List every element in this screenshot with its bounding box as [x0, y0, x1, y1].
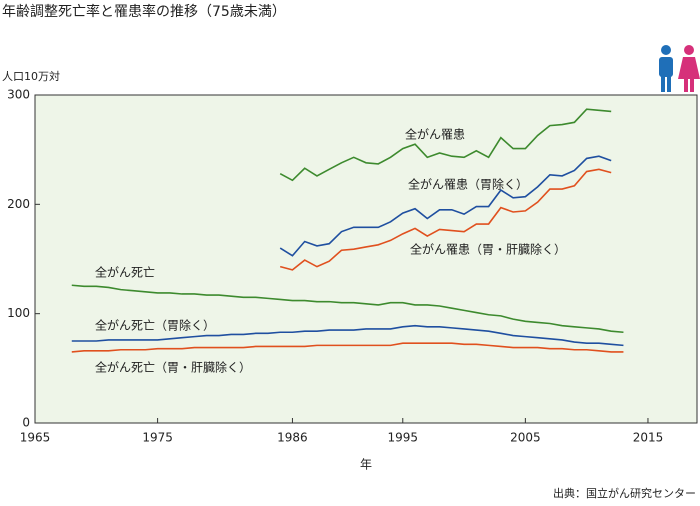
y-tick-label: 300: [7, 88, 30, 102]
series-label: 全がん死亡（胃・肝臓除く）: [95, 360, 251, 375]
series-line: [279, 155, 612, 257]
chart-title: 年齢調整死亡率と罹患率の推移（75歳未満）: [2, 3, 286, 20]
series-label: 全がん死亡: [95, 265, 155, 280]
series-label: 全がん罹患（胃・肝臓除く）: [410, 242, 566, 257]
series-line: [279, 168, 612, 271]
male-icon: [659, 45, 673, 92]
y-axis-label: 人口10万対: [2, 69, 60, 83]
y-tick-label: 0: [22, 416, 30, 430]
y-tick-label: 100: [7, 306, 30, 320]
series-label: 全がん死亡（胃除く）: [95, 318, 215, 333]
series-line: [71, 324, 624, 347]
series-line: [71, 342, 624, 353]
x-tick-label: 1995: [388, 431, 419, 445]
x-axis-label: 年: [360, 458, 372, 472]
x-tick-label: 1965: [20, 431, 51, 445]
female-icon: [678, 45, 700, 92]
plot-area: [34, 94, 698, 424]
series-line: [71, 284, 624, 334]
series-label: 全がん罹患: [405, 127, 465, 142]
x-tick-label: 2015: [633, 431, 664, 445]
source: 出典：国立がん研究センター: [553, 486, 696, 500]
y-tick-label: 200: [7, 197, 30, 211]
x-tick-label: 1986: [277, 431, 308, 445]
x-tick-label: 2005: [510, 431, 541, 445]
series-label: 全がん罹患（胃除く）: [408, 177, 528, 192]
series-line: [279, 108, 612, 182]
x-tick-label: 1975: [142, 431, 173, 445]
